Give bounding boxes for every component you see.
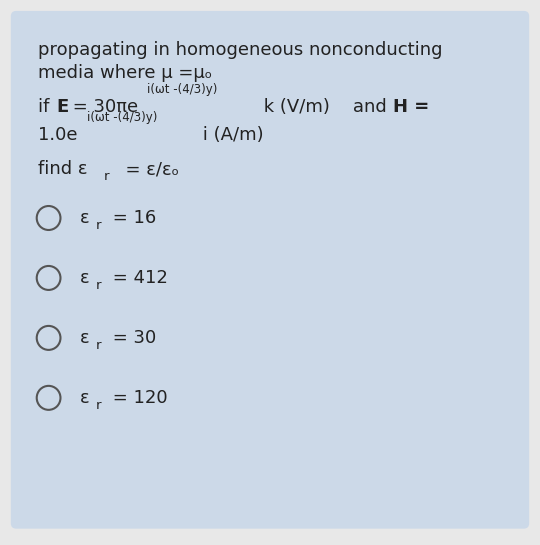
Text: ε: ε bbox=[80, 389, 90, 407]
FancyBboxPatch shape bbox=[11, 11, 529, 529]
Text: i(ωt -(4/3)y): i(ωt -(4/3)y) bbox=[87, 111, 158, 124]
Text: ε: ε bbox=[80, 209, 90, 227]
Text: H =: H = bbox=[393, 98, 429, 116]
Text: r: r bbox=[96, 279, 102, 292]
Text: r: r bbox=[96, 219, 102, 232]
Text: r: r bbox=[96, 339, 102, 352]
Text: media where μ =μₒ: media where μ =μₒ bbox=[38, 64, 212, 82]
Text: = ε/εₒ: = ε/εₒ bbox=[114, 160, 180, 178]
Text: = 30πe: = 30πe bbox=[67, 98, 138, 116]
Text: i(ωt -(4/3)y): i(ωt -(4/3)y) bbox=[147, 83, 217, 96]
Text: = 16: = 16 bbox=[107, 209, 156, 227]
Text: i (A/m): i (A/m) bbox=[197, 126, 264, 144]
Text: = 120: = 120 bbox=[107, 389, 167, 407]
Text: if: if bbox=[38, 98, 55, 116]
Text: E: E bbox=[56, 98, 69, 116]
Text: find ε: find ε bbox=[38, 160, 87, 178]
Text: k (V/m)    and: k (V/m) and bbox=[258, 98, 398, 116]
Text: = 30: = 30 bbox=[107, 329, 156, 347]
Text: = 412: = 412 bbox=[107, 269, 168, 287]
Text: propagating in homogeneous nonconducting: propagating in homogeneous nonconducting bbox=[38, 41, 442, 59]
Text: r: r bbox=[104, 170, 109, 183]
Text: ε: ε bbox=[80, 269, 90, 287]
Text: ε: ε bbox=[80, 329, 90, 347]
Text: r: r bbox=[96, 399, 102, 412]
Text: 1.0e: 1.0e bbox=[38, 126, 77, 144]
